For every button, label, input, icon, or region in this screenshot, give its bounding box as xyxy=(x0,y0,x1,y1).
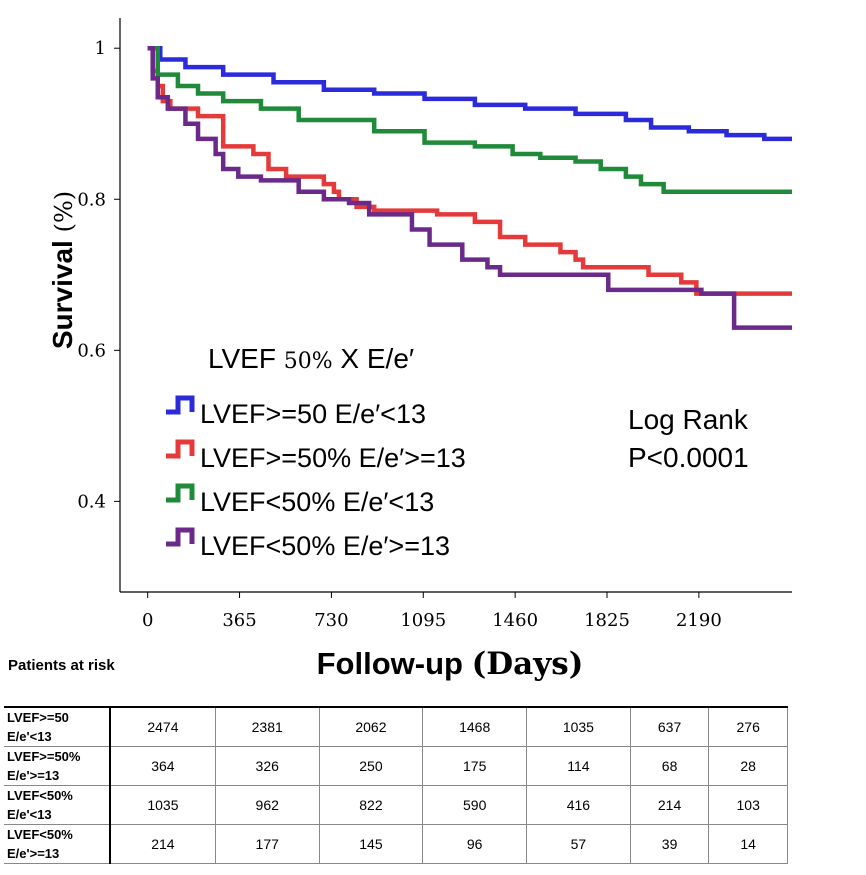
legend: LVEF 50% X E/e′ LVEF>=50 E/e′<13 LVEF>=50… xyxy=(166,343,466,561)
risk-table-cell: 2062 xyxy=(318,706,424,747)
x-tick-label: 1095 xyxy=(400,610,446,631)
risk-table-cell: 14 xyxy=(708,824,788,864)
y-axis-label: Survival (%) xyxy=(47,191,78,349)
risk-table-cell: 962 xyxy=(214,785,320,825)
legend-swatch-1 xyxy=(166,395,195,415)
risk-table-row: LVEF>=50% E/e'>=13 364 326 250 175 114 68 28 xyxy=(4,746,788,786)
survival-curve-4 xyxy=(147,45,792,330)
risk-table-cell: 1468 xyxy=(422,706,528,747)
survival-curve-1 xyxy=(147,45,792,142)
risk-table-cell: 1035 xyxy=(526,706,631,747)
risk-table-row: LVEF<50% E/e'>=13 214 177 145 96 57 39 14 xyxy=(4,824,788,864)
axes: 1 0.8 0.6 0.4 0 365 730 1095 1460 1825 2190 xyxy=(77,18,792,631)
risk-table-cell: 276 xyxy=(708,706,788,747)
risk-table: LVEF>=50 E/e'<13 2474 2381 2062 1468 1035 637 27… xyxy=(4,706,788,864)
survival-curve-2 xyxy=(147,45,792,296)
risk-table-cell: 68 xyxy=(629,746,710,786)
risk-table-row: LVEF>=50 E/e'<13 2474 2381 2062 1468 1035 637 27… xyxy=(4,706,788,747)
legend-swatch-4 xyxy=(166,527,195,547)
x-tick-label: 1825 xyxy=(584,610,630,631)
survival-curve-3 xyxy=(147,45,792,194)
risk-table-cell: 2381 xyxy=(214,706,320,747)
p-value-label: P<0.0001 xyxy=(628,442,749,473)
x-tick-label: 365 xyxy=(222,610,256,631)
risk-table-cell: 2474 xyxy=(109,706,216,747)
risk-table-title: Patients at risk xyxy=(8,657,115,674)
risk-row-label: LVEF<50% E/e'<13 xyxy=(4,785,111,825)
risk-table-cell: 822 xyxy=(318,785,424,825)
risk-row-label: LVEF<50% E/e'>=13 xyxy=(4,824,111,864)
legend-swatch-3 xyxy=(166,483,195,503)
risk-table-cell: 214 xyxy=(109,824,216,864)
risk-table-cell: 416 xyxy=(526,785,631,825)
risk-table-cell: 590 xyxy=(422,785,528,825)
risk-table-cell: 145 xyxy=(318,824,424,864)
legend-label-4: LVEF<50% E/e′>=13 xyxy=(200,531,450,561)
risk-table-cell: 28 xyxy=(708,746,788,786)
risk-table-cell: 114 xyxy=(526,746,631,786)
risk-table-cell: 175 xyxy=(422,746,528,786)
legend-label-3: LVEF<50% E/e′<13 xyxy=(200,487,434,517)
risk-table-cell: 39 xyxy=(629,824,710,864)
risk-table-cell: 96 xyxy=(422,824,528,864)
y-tick-label: 0.4 xyxy=(77,491,106,512)
risk-table-cell: 1035 xyxy=(109,785,216,825)
y-tick-label: 1 xyxy=(95,38,106,59)
y-tick-label: 0.8 xyxy=(77,189,106,210)
x-tick-label: 2190 xyxy=(676,610,722,631)
risk-table-cell: 364 xyxy=(109,746,216,786)
legend-label-1: LVEF>=50 E/e′<13 xyxy=(200,399,426,429)
risk-table-cell: 250 xyxy=(318,746,424,786)
y-tick-label: 0.6 xyxy=(77,340,106,361)
risk-table-cell: 637 xyxy=(629,706,710,747)
x-tick-label: 0 xyxy=(142,610,153,631)
risk-table-cell: 177 xyxy=(214,824,320,864)
x-tick-label: 730 xyxy=(314,610,348,631)
risk-table-row: LVEF<50% E/e'<13 1035 962 822 590 416 214 103 xyxy=(4,785,788,825)
risk-row-label: LVEF>=50 E/e'<13 xyxy=(4,706,111,747)
log-rank-label: Log Rank xyxy=(628,404,749,435)
risk-table-cell: 326 xyxy=(214,746,320,786)
x-axis-label: Follow-up (Days) xyxy=(316,646,584,682)
legend-label-2: LVEF>=50% E/e′>=13 xyxy=(200,443,466,473)
survival-curves xyxy=(147,45,792,330)
risk-table-cell: 57 xyxy=(526,824,631,864)
x-tick-label: 1460 xyxy=(492,610,538,631)
legend-swatch-2 xyxy=(166,439,195,459)
legend-title: LVEF 50% X E/e′ xyxy=(208,343,414,374)
risk-row-label: LVEF>=50% E/e'>=13 xyxy=(4,746,111,786)
risk-table-cell: 214 xyxy=(629,785,710,825)
survival-chart: 1 0.8 0.6 0.4 0 365 730 1095 1460 1825 2190 Surviv… xyxy=(47,18,792,631)
risk-table-cell: 103 xyxy=(708,785,788,825)
